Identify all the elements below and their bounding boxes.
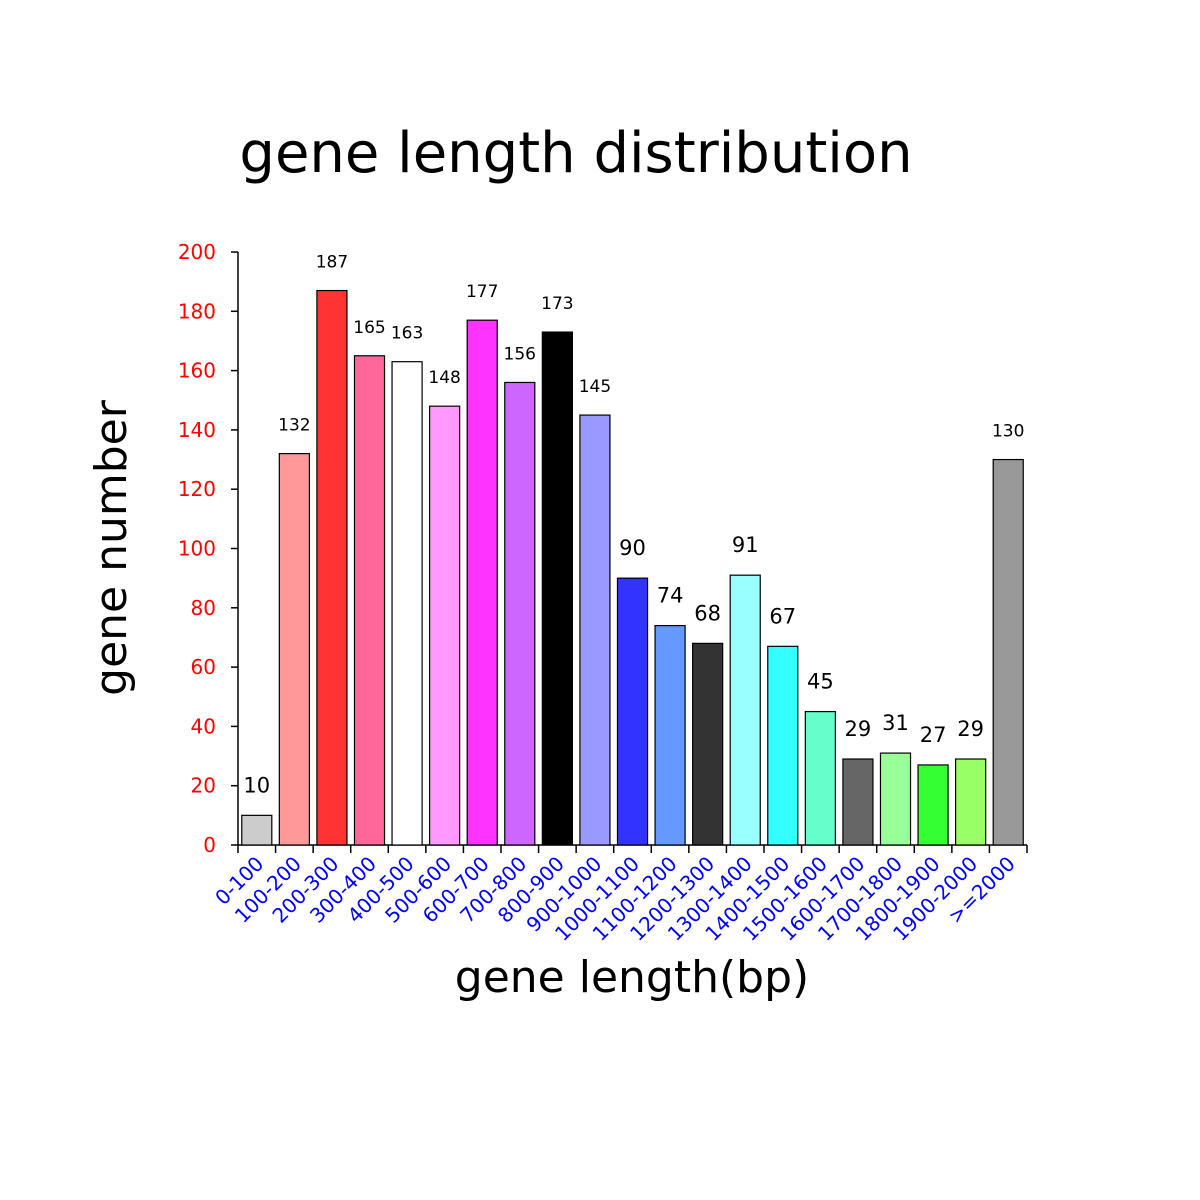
y-tick-label: 40	[191, 714, 216, 738]
bar	[391, 361, 423, 846]
bar	[729, 574, 761, 846]
y-axis-label: gene number	[86, 399, 137, 696]
bar	[917, 764, 949, 846]
y-axis: 0 20 40 60 80 100 120 140 160 180 200	[178, 240, 239, 857]
data-label: 148	[428, 368, 460, 388]
bar	[955, 758, 987, 846]
bar	[767, 645, 799, 846]
bar	[579, 414, 611, 846]
data-label: 74	[657, 584, 684, 608]
bar	[278, 453, 310, 846]
y-tick-label: 140	[178, 418, 216, 442]
y-tick-label: 200	[178, 240, 216, 264]
bar	[353, 355, 386, 846]
data-label: 45	[807, 670, 834, 694]
data-label: 132	[278, 416, 310, 436]
data-label: 173	[541, 294, 573, 314]
chart-title: gene length distribution	[239, 121, 912, 186]
y-tick-label: 160	[178, 359, 216, 383]
bar	[804, 710, 836, 846]
data-label: 29	[957, 717, 984, 741]
y-tick-label: 180	[178, 299, 216, 323]
y-tick-label: 100	[178, 537, 216, 561]
y-tick-label: 80	[191, 596, 216, 620]
bars	[241, 289, 1024, 846]
bar	[992, 458, 1024, 846]
bar	[241, 814, 273, 846]
bar	[466, 319, 498, 846]
bar	[541, 331, 573, 846]
x-axis: 0-100100-200200-300300-400400-500500-600…	[210, 844, 1028, 946]
x-axis-label: gene length(bp)	[455, 952, 809, 1003]
y-tick-label: 60	[191, 655, 216, 679]
data-label: 163	[391, 324, 423, 344]
data-label: 187	[316, 253, 348, 273]
bar	[879, 752, 912, 846]
bar	[316, 289, 348, 846]
data-label: 31	[882, 711, 909, 735]
data-label: 68	[694, 601, 721, 625]
bar	[654, 624, 686, 846]
data-label: 177	[466, 282, 498, 302]
data-label: 165	[353, 318, 385, 338]
y-tick-label: 20	[191, 774, 216, 798]
y-tick-label: 0	[203, 833, 216, 857]
data-label: 67	[769, 604, 796, 628]
value-labels: 10 132 187 165 163 148 177 156 173 145 90 74 68 91 67 4…	[243, 253, 1024, 798]
bar	[842, 758, 874, 846]
bar	[504, 381, 536, 846]
data-label: 27	[920, 723, 947, 747]
y-tick-label: 120	[178, 477, 216, 501]
data-label: 156	[504, 344, 536, 364]
data-label: 90	[619, 536, 646, 560]
data-label: 91	[732, 533, 759, 557]
data-label: 10	[243, 773, 270, 797]
data-label: 145	[579, 377, 611, 397]
data-label: 130	[992, 422, 1024, 442]
data-label: 29	[845, 717, 872, 741]
bar	[429, 405, 461, 846]
bar	[616, 577, 649, 846]
bar	[692, 642, 724, 846]
